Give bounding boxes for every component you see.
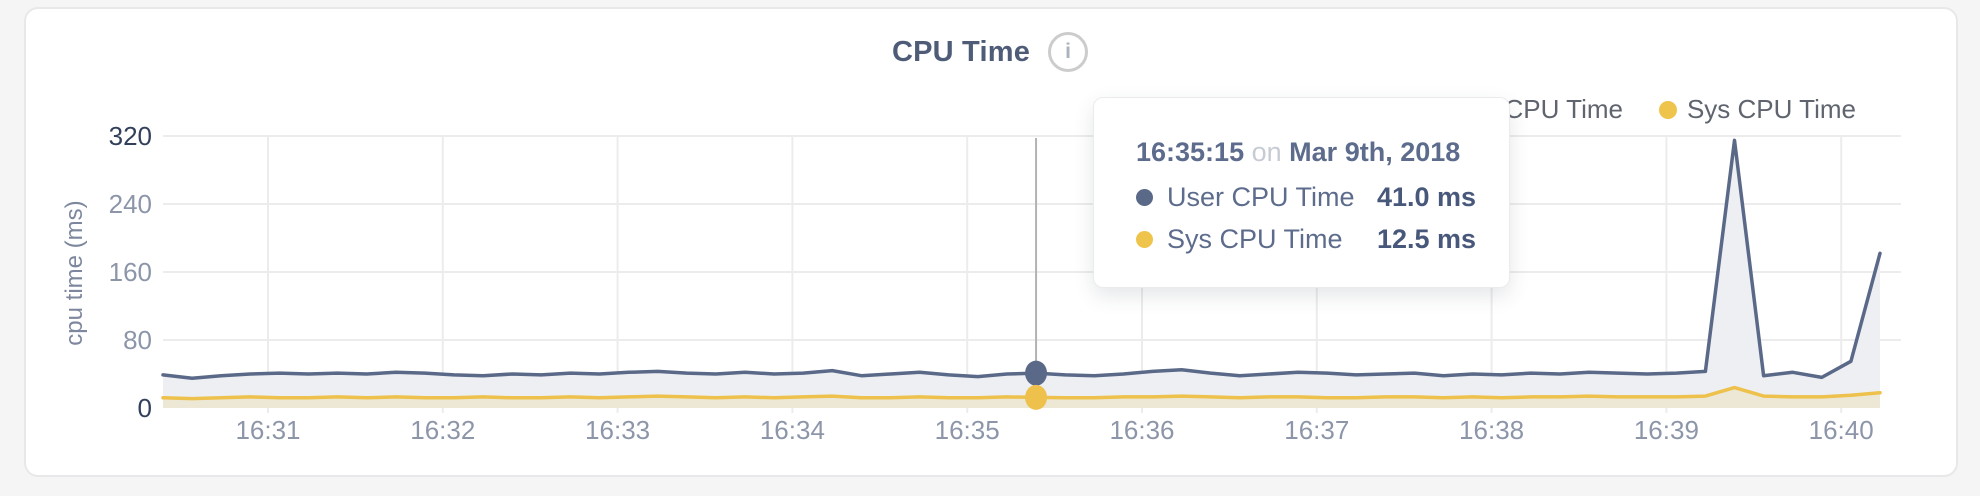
tooltip-date: Mar 9th, 2018 bbox=[1289, 137, 1461, 167]
x-tick-label: 16:33 bbox=[585, 415, 651, 445]
tooltip-row-sys: Sys CPU Time 12.5 ms bbox=[1136, 222, 1479, 256]
y-tick-label: 240 bbox=[108, 189, 152, 219]
legend-label-sys: Sys CPU Time bbox=[1686, 94, 1856, 124]
y-tick-label: 0 bbox=[137, 393, 152, 423]
x-tick-label: 16:35 bbox=[934, 415, 1000, 445]
x-tick-label: 16:39 bbox=[1633, 415, 1699, 445]
x-tick-label: 16:31 bbox=[235, 415, 301, 445]
tooltip-user-dot-icon bbox=[1136, 188, 1153, 206]
y-tick-label: 160 bbox=[108, 257, 152, 287]
sys-series-line bbox=[161, 385, 1882, 401]
tooltip-conjunction: on bbox=[1251, 137, 1282, 167]
info-icon[interactable]: i bbox=[1048, 32, 1089, 72]
tooltip-time: 16:35:15 bbox=[1136, 137, 1245, 167]
tooltip-row-user: User CPU Time 41.0 ms bbox=[1136, 180, 1479, 214]
x-tick-label: 16:37 bbox=[1284, 415, 1350, 445]
x-tick-label: 16:40 bbox=[1808, 415, 1874, 445]
tooltip-sys-dot-icon bbox=[1136, 230, 1153, 248]
user-series-area bbox=[163, 140, 1880, 409]
chart-header: CPU Time i bbox=[0, 30, 1980, 74]
x-tick-label: 16:34 bbox=[759, 415, 825, 445]
x-tick-label: 16:32 bbox=[410, 415, 476, 445]
x-tick-label: 16:36 bbox=[1109, 415, 1175, 445]
hover-user-point[interactable] bbox=[1025, 360, 1048, 386]
chart-title: CPU Time bbox=[891, 35, 1031, 68]
sys-series-dot-icon bbox=[1658, 100, 1677, 119]
chart-tooltip: 16:35:15 on Mar 9th, 2018 User CPU Time … bbox=[1093, 97, 1510, 288]
tooltip-user-label: User CPU Time bbox=[1167, 182, 1355, 212]
legend-item-sys[interactable]: Sys CPU Time bbox=[1658, 94, 1856, 125]
x-tick-label: 16:38 bbox=[1459, 415, 1525, 445]
y-tick-label: 80 bbox=[123, 325, 152, 355]
hover-sys-point[interactable] bbox=[1025, 384, 1048, 410]
y-tick-label: 320 bbox=[108, 121, 152, 151]
tooltip-sys-label: Sys CPU Time bbox=[1167, 224, 1343, 254]
tooltip-title: 16:35:15 on Mar 9th, 2018 bbox=[1136, 134, 1479, 170]
user-series-line bbox=[161, 138, 1882, 381]
tooltip-user-value: 41.0 ms bbox=[1377, 182, 1477, 212]
tooltip-sys-value: 12.5 ms bbox=[1377, 224, 1477, 254]
